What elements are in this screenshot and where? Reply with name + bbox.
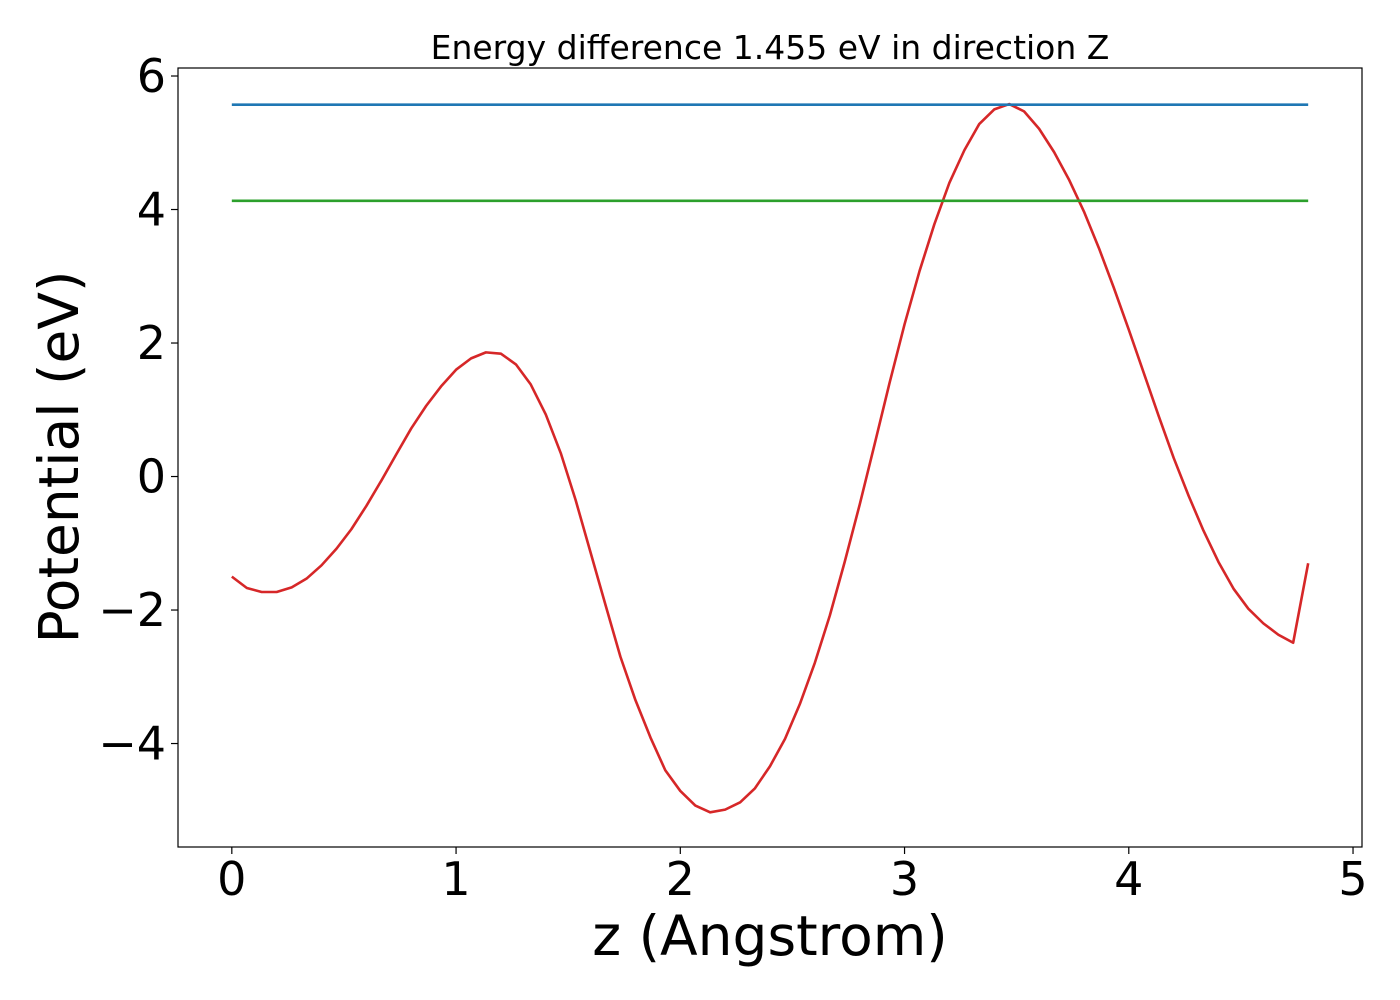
x-axis-label: z (Angstrom) (592, 904, 948, 968)
x-tick-label: 4 (1114, 852, 1143, 906)
series-line-1 (231, 102, 1310, 814)
y-tick-label: 0 (137, 450, 166, 504)
x-tick-label: 5 (1338, 852, 1367, 906)
y-axis-label: Potential (eV) (27, 271, 91, 644)
y-tick-label: −4 (98, 717, 166, 771)
y-axis: −4 −2 0 2 4 6 (98, 49, 178, 771)
x-tick-label: 3 (890, 852, 919, 906)
y-tick-label: 2 (137, 316, 166, 370)
y-tick-label: 6 (137, 49, 166, 103)
x-axis: 0 1 2 3 4 5 (217, 847, 1368, 906)
y-tick-label: 4 (137, 183, 166, 237)
x-tick-label: 0 (217, 852, 246, 906)
chart-title: Energy difference 1.455 eV in direction … (431, 28, 1110, 67)
series-layer (231, 102, 1310, 814)
y-tick-label: −2 (98, 583, 166, 637)
x-tick-label: 1 (441, 852, 470, 906)
plot-area-frame (177, 67, 1363, 848)
x-tick-label: 2 (666, 852, 695, 906)
